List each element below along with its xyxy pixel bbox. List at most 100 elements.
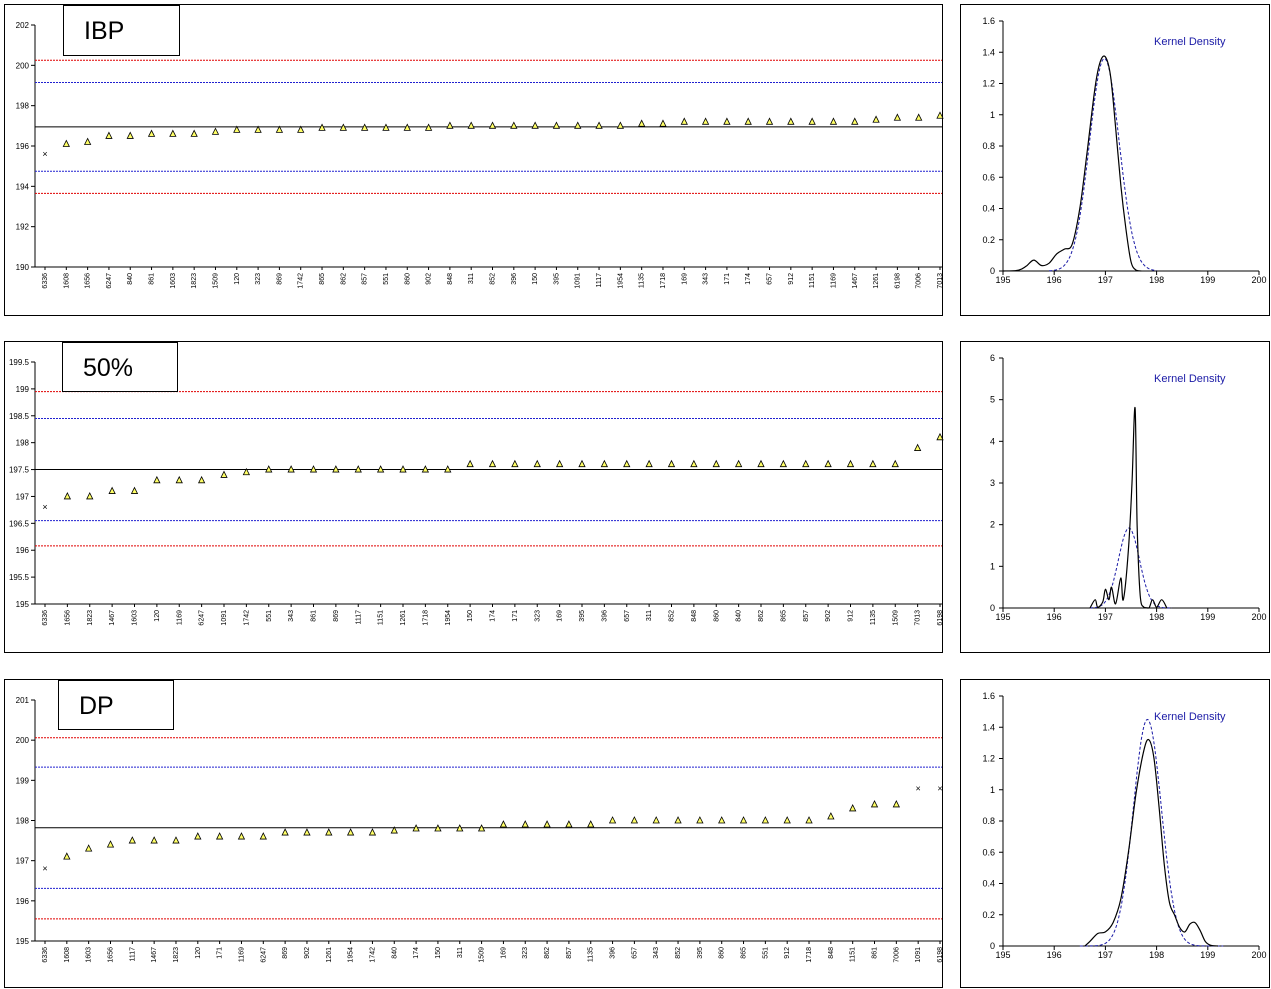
x-tick-label: 860	[404, 273, 411, 285]
x-tick-label: 343	[703, 273, 710, 285]
y-tick-label: 198	[16, 102, 30, 111]
data-point	[543, 820, 551, 828]
data-point	[275, 125, 284, 133]
x-tick-label: 311	[646, 610, 653, 621]
x-tick-label: 912	[788, 273, 795, 285]
data-point	[488, 459, 497, 468]
x-tick-label: 7013	[915, 610, 922, 626]
data-point	[802, 459, 810, 468]
x-tick-label: 6198	[937, 610, 944, 626]
data-point	[259, 832, 267, 840]
scatter-chart-50pct: 195 195.5 196 196.5 197 197.5 198 198.5 199 199.5…	[9, 358, 944, 626]
x-tick-label: 1823	[173, 947, 180, 963]
x-tick-label: 199	[1200, 950, 1215, 960]
data-point	[150, 836, 158, 844]
y-tick-label: 195	[16, 600, 30, 609]
x-tick-label: 7006	[916, 273, 923, 289]
data-point	[827, 812, 835, 820]
y-tick-label: 196.5	[9, 519, 30, 528]
legend-kernel-density: Kernel Density	[1154, 711, 1226, 723]
x-tick-label: 861	[149, 273, 156, 285]
data-point	[869, 459, 877, 468]
x-tick-label: 902	[304, 947, 311, 959]
x-tick-label: 1117	[129, 947, 136, 962]
normal-curve	[1090, 527, 1172, 609]
y-tick-label: 200	[16, 61, 30, 70]
y-tick-label: 195.5	[9, 573, 30, 582]
data-point	[779, 459, 788, 468]
x-tick-label: 1742	[243, 610, 250, 626]
x-tick-label: 657	[767, 273, 774, 285]
data-point	[220, 470, 228, 478]
data-point	[86, 492, 94, 500]
x-tick-label: 1151	[809, 273, 816, 288]
x-tick-label: 1509	[479, 947, 486, 963]
data-point	[765, 117, 774, 125]
x-tick-label: 657	[624, 610, 631, 622]
kde-curve	[1002, 55, 1142, 272]
data-point	[153, 475, 161, 484]
x-tick-label: 912	[848, 610, 855, 622]
data-point	[623, 459, 631, 468]
scatter-chart-ibp: 190 192 194 196 198 200 202 × 6336 1608 1656 6247 84…	[16, 21, 944, 289]
y-tick-label: 198.5	[9, 412, 30, 421]
data-point	[555, 459, 564, 468]
density-chart-dp: 0 0.2 0.4 0.6 0.8 1 1.2 1.4 1.6 195 196 197 198 199 20…	[982, 691, 1266, 960]
data-point	[434, 824, 442, 832]
scatter-panel-ibp: 190 192 194 196 198 200 202 × 6336 1608 1656 6247 84…	[4, 4, 944, 316]
x-tick-label: 840	[736, 610, 743, 622]
data-point	[390, 826, 398, 834]
x-tick-label: 1954	[445, 610, 452, 626]
y-tick-label: 0	[990, 603, 995, 613]
x-tick-label: 551	[266, 610, 273, 622]
data-point	[510, 121, 518, 129]
data-point	[565, 820, 573, 828]
data-point	[105, 131, 113, 139]
x-tick-label: 6336	[42, 947, 49, 963]
x-tick-label: 1509	[212, 273, 219, 289]
x-tick-label: 869	[333, 610, 340, 622]
outlier-point: ×	[916, 783, 921, 793]
y-tick-label: 1.4	[982, 722, 995, 732]
y-tick-label: 0.4	[982, 879, 995, 889]
x-tick-label: 174	[745, 273, 752, 285]
x-tick-label: 6336	[42, 273, 49, 289]
density-panel-50pct: 0 1 2 3 4 5 6 195 196 197 198 199 200 Kernel Density	[960, 341, 1270, 653]
data-point	[456, 824, 464, 832]
x-tick-label: 200	[1251, 612, 1266, 622]
y-tick-label: 199.5	[9, 358, 30, 367]
x-tick-label: 1169	[176, 610, 183, 625]
data-point	[744, 117, 752, 125]
data-point	[734, 459, 743, 468]
data-point	[281, 828, 289, 836]
scatter-panel-50pct: 195 195.5 196 196.5 197 197.5 198 198.5 199 199.5…	[4, 341, 944, 653]
x-tick-label: 1135	[870, 610, 877, 625]
outlier-point: ×	[42, 864, 47, 874]
x-tick-label: 1135	[588, 947, 595, 962]
x-tick-label: 657	[631, 947, 638, 959]
x-tick-label: 1091	[915, 947, 922, 963]
x-tick-label: 848	[828, 947, 835, 959]
x-tick-label: 862	[544, 947, 551, 959]
y-tick-label: 1.2	[982, 79, 995, 89]
x-tick-label: 196	[1047, 950, 1062, 960]
data-point	[424, 123, 433, 131]
x-tick-label: 323	[522, 947, 529, 959]
data-point	[587, 820, 595, 828]
x-tick-label: 395	[697, 947, 704, 959]
x-tick-label: 1656	[85, 273, 92, 289]
scatter-panel-dp: 195 196 197 198 199 200 201 × 6336 1608 1603 1656 11…	[4, 679, 944, 988]
y-tick-label: 0.2	[982, 910, 995, 920]
x-tick-label: 6247	[106, 273, 113, 289]
y-tick-label: 200	[16, 736, 30, 745]
x-tick-label: 169	[681, 273, 688, 285]
y-tick-label: 2	[990, 520, 995, 530]
x-tick-label: 343	[288, 610, 295, 622]
x-tick-label: 1954	[348, 947, 355, 963]
legend-kernel-density: Kernel Density	[1154, 36, 1226, 48]
data-point	[242, 467, 251, 476]
x-tick-label: 1656	[107, 947, 114, 963]
x-tick-label: 6336	[42, 610, 49, 626]
data-point	[126, 131, 134, 139]
x-tick-label: 120	[154, 610, 161, 622]
